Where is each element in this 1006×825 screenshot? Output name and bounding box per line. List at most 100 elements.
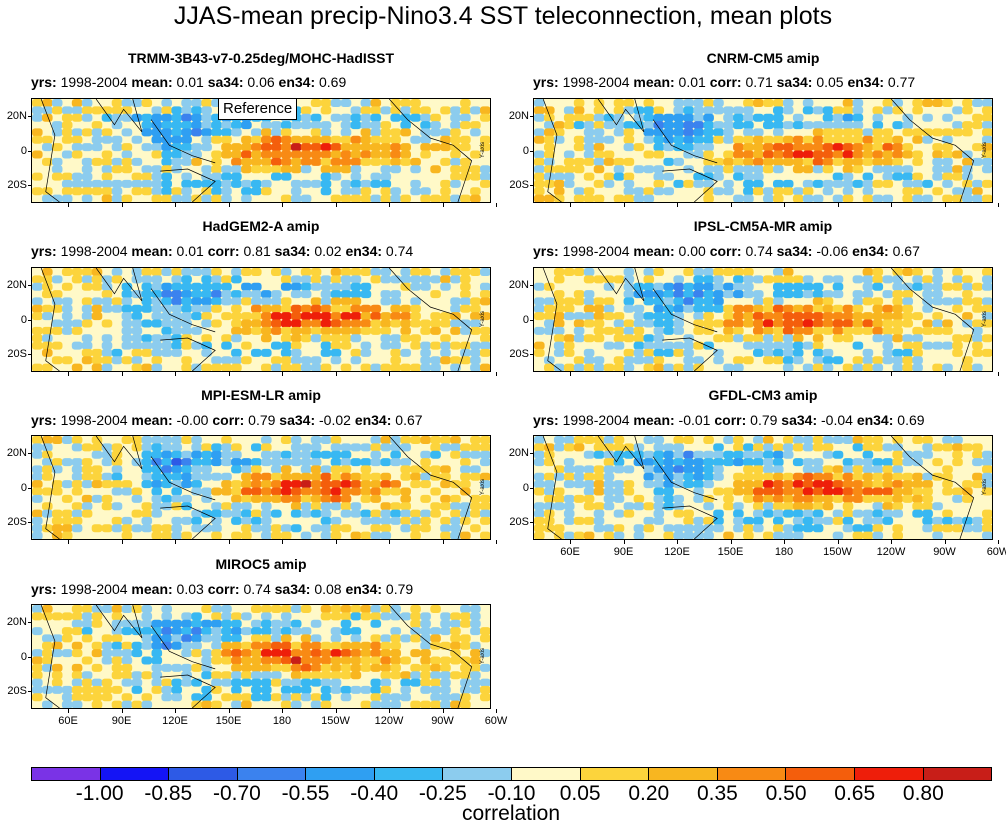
grid-cell	[71, 605, 83, 613]
grid-cell	[221, 458, 232, 467]
grid-cell	[653, 363, 665, 371]
grid-cell	[653, 494, 665, 503]
stat-value: 1998-2004	[558, 412, 634, 428]
lon-tick-label: 150W	[321, 715, 350, 727]
grid-cell	[593, 275, 605, 284]
grid-cell	[603, 480, 615, 489]
grid-cell	[181, 143, 192, 152]
grid-cell	[872, 135, 884, 144]
grid-cell	[534, 480, 545, 489]
grid-cell	[782, 480, 794, 489]
grid-cell	[320, 671, 332, 680]
grid-cell	[872, 465, 884, 474]
grid-cell	[32, 678, 43, 687]
grid-cell	[370, 531, 382, 539]
grid-cell	[882, 472, 894, 481]
stat-value: 0.81	[239, 243, 275, 259]
grid-cell	[932, 326, 943, 335]
grid-cell	[613, 99, 625, 107]
grid-cell	[643, 450, 655, 459]
grid-cell	[852, 458, 864, 467]
grid-cell	[802, 143, 814, 152]
lon-tick	[784, 372, 785, 376]
grid-cell	[181, 458, 192, 467]
grid-cell	[942, 179, 953, 188]
grid-cell	[852, 157, 864, 166]
grid-cell	[802, 282, 814, 291]
grid-cell	[773, 157, 784, 166]
grid-cell	[310, 693, 322, 702]
grid-cell	[360, 472, 372, 481]
grid-cell	[792, 472, 804, 481]
grid-cell	[320, 150, 332, 159]
grid-cell	[261, 297, 272, 306]
grid-cell	[81, 693, 93, 702]
grid-cell	[211, 179, 222, 188]
stat-label: corr:	[207, 581, 240, 597]
grid-cell	[753, 319, 764, 328]
grid-cell	[61, 172, 73, 181]
stat-value: 0.08	[310, 581, 346, 597]
grid-cell	[330, 150, 342, 159]
grid-cell	[544, 172, 555, 181]
grid-cell	[300, 363, 312, 371]
grid-cell	[962, 487, 973, 496]
grid-cell	[71, 113, 83, 122]
grid-cell	[603, 436, 615, 444]
grid-cell	[460, 106, 471, 115]
grid-cell	[231, 150, 242, 159]
grid-cell	[360, 157, 372, 166]
grid-cell	[370, 113, 382, 122]
grid-cell	[733, 150, 744, 159]
grid-cell	[440, 531, 451, 539]
grid-cell	[360, 341, 372, 350]
lat-tick	[530, 284, 533, 286]
grid-cell	[32, 649, 43, 658]
grid-cell	[310, 487, 322, 496]
grid-cell	[201, 319, 212, 328]
grid-cell	[370, 275, 382, 284]
grid-cell	[201, 465, 212, 474]
grid-cell	[982, 282, 992, 291]
grid-cell	[271, 319, 282, 328]
grid-cell	[922, 290, 933, 299]
grid-cell	[942, 143, 953, 152]
grid-cell	[633, 143, 645, 152]
grid-cell	[121, 678, 133, 687]
grid-cell	[211, 450, 222, 459]
grid-cell	[271, 634, 282, 643]
grid-cell	[912, 194, 923, 202]
grid-cell	[211, 627, 222, 636]
grid-cell	[583, 356, 595, 365]
grid-cell	[330, 157, 342, 166]
grid-cell	[832, 128, 844, 137]
colorbar-segment	[100, 768, 170, 780]
grid-cell	[773, 334, 784, 343]
grid-cell	[191, 290, 202, 299]
grid-cell	[982, 312, 992, 321]
grid-cell	[723, 121, 734, 130]
grid-cell	[982, 179, 992, 188]
grid-cell	[743, 312, 754, 321]
grid-cell	[743, 113, 754, 122]
grid-cell	[211, 268, 222, 276]
grid-cell	[643, 128, 655, 137]
grid-cell	[181, 290, 192, 299]
grid-cell	[131, 334, 143, 343]
grid-cell	[643, 297, 655, 306]
grid-cell	[151, 678, 163, 687]
grid-cell	[544, 450, 555, 459]
lat-tick	[530, 185, 533, 187]
grid-cell	[872, 297, 884, 306]
grid-cell	[663, 341, 674, 350]
grid-cell	[922, 304, 933, 313]
grid-cell	[822, 165, 834, 174]
grid-cell	[902, 348, 913, 357]
panel-map	[31, 435, 491, 540]
grid-cell	[51, 128, 63, 137]
grid-cell	[61, 612, 73, 621]
grid-cell	[430, 356, 441, 365]
grid-cell	[380, 472, 392, 481]
grid-cell	[61, 700, 73, 708]
lat-tick-label: 20N	[6, 615, 27, 628]
